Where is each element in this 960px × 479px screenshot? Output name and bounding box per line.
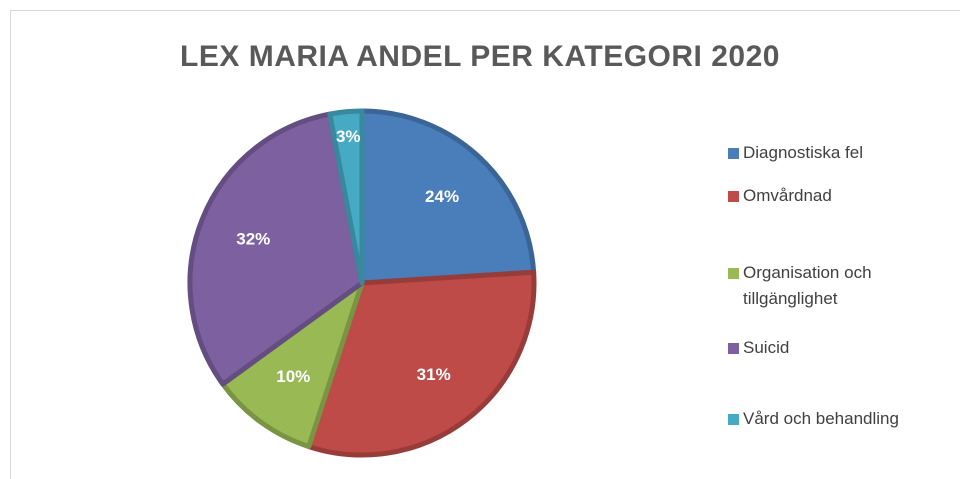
legend-label: Omvårdnad bbox=[743, 186, 832, 205]
legend-swatch bbox=[728, 191, 739, 202]
data-label: 24% bbox=[425, 187, 459, 206]
legend-label: Organisation och tillgänglighet bbox=[743, 263, 872, 308]
pie-slice bbox=[306, 269, 537, 458]
legend-item: Organisation och tillgänglighet bbox=[728, 260, 928, 312]
legend-swatch bbox=[728, 268, 739, 279]
legend-label: Suicid bbox=[743, 338, 790, 357]
pie-slice bbox=[327, 108, 365, 286]
legend-item: Vård och behandling bbox=[728, 406, 928, 432]
legend-swatch bbox=[728, 343, 739, 354]
chart-title: LEX MARIA ANDEL PER KATEGORI 2020 bbox=[180, 40, 780, 73]
data-label: 32% bbox=[236, 229, 270, 248]
data-label: 3% bbox=[336, 127, 361, 146]
legend-item: Omvårdnad bbox=[728, 183, 928, 209]
legend-swatch bbox=[728, 148, 739, 159]
pie-slice bbox=[220, 280, 365, 450]
legend-swatch bbox=[728, 414, 739, 425]
pie-slice bbox=[187, 111, 365, 387]
data-label: 31% bbox=[417, 365, 451, 384]
legend-item: Suicid bbox=[728, 335, 928, 361]
legend-label: Vård och behandling bbox=[743, 409, 899, 428]
legend-item: Diagnostiska fel bbox=[728, 140, 928, 166]
pie-slice bbox=[359, 108, 537, 286]
data-label: 10% bbox=[276, 367, 310, 386]
legend-label: Diagnostiska fel bbox=[743, 143, 864, 162]
